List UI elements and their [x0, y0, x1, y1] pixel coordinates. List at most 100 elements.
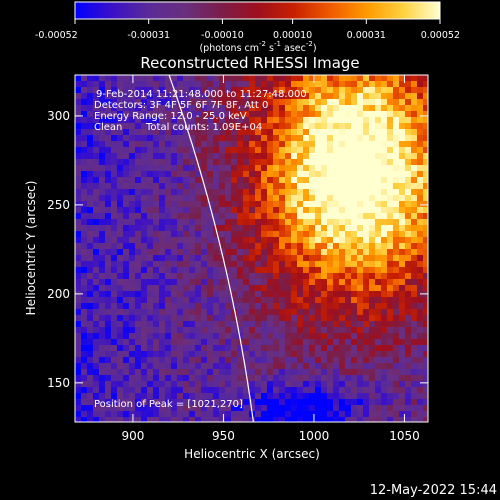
heatmap-cell	[267, 327, 274, 334]
heatmap-cell	[351, 375, 358, 382]
heatmap-cell	[285, 267, 292, 274]
heatmap-cell	[339, 333, 346, 340]
heatmap-cell	[411, 321, 418, 328]
heatmap-cell	[279, 387, 286, 394]
heatmap-cell	[177, 87, 184, 94]
heatmap-cell	[345, 393, 352, 400]
colorbar-label: (photons cm-2 s-1 asec-2)	[199, 40, 316, 54]
heatmap-cell	[189, 405, 196, 412]
heatmap-cell	[267, 207, 274, 214]
heatmap-cell	[243, 405, 250, 412]
heatmap-cell	[363, 189, 370, 196]
heatmap-cell	[321, 117, 328, 124]
heatmap-cell	[297, 219, 304, 226]
heatmap-cell	[393, 267, 400, 274]
y-axis-label: Heliocentric Y (arcsec)	[24, 181, 38, 316]
heatmap-cell	[141, 393, 148, 400]
heatmap-cell	[219, 399, 226, 406]
heatmap-cell	[339, 189, 346, 196]
heatmap-cell	[99, 399, 106, 406]
heatmap-cell	[207, 393, 214, 400]
heatmap-cell	[351, 135, 358, 142]
heatmap-cell	[393, 81, 400, 88]
heatmap-cell	[219, 171, 226, 178]
heatmap-cell	[297, 207, 304, 214]
heatmap-cell	[279, 183, 286, 190]
heatmap-cell	[399, 111, 406, 118]
heatmap-cell	[93, 291, 100, 298]
heatmap-cell	[273, 75, 280, 82]
heatmap-cell	[357, 261, 364, 268]
heatmap-cell	[189, 195, 196, 202]
heatmap-cell	[177, 321, 184, 328]
heatmap-cell	[363, 393, 370, 400]
heatmap-cell	[363, 219, 370, 226]
heatmap-cell	[369, 255, 376, 262]
heatmap-cell	[375, 285, 382, 292]
heatmap-cell	[75, 255, 82, 262]
heatmap-cell	[135, 231, 142, 238]
heatmap-cell	[363, 165, 370, 172]
heatmap-cell	[357, 381, 364, 388]
heatmap-cell	[93, 357, 100, 364]
heatmap-cell	[75, 261, 82, 268]
heatmap-cell	[111, 261, 118, 268]
heatmap-cell	[399, 279, 406, 286]
heatmap-cell	[261, 243, 268, 250]
heatmap-cell	[405, 405, 412, 412]
heatmap-cell	[423, 159, 428, 166]
heatmap-cell	[153, 243, 160, 250]
heatmap-cell	[135, 399, 142, 406]
heatmap-cell	[141, 363, 148, 370]
heatmap-cell	[405, 153, 412, 160]
heatmap-cell	[339, 165, 346, 172]
heatmap-cell	[345, 231, 352, 238]
heatmap-cell	[225, 405, 232, 412]
heatmap-cell	[243, 237, 250, 244]
heatmap-cell	[345, 297, 352, 304]
heatmap-cell	[297, 375, 304, 382]
heatmap-cell	[297, 297, 304, 304]
heatmap-cell	[405, 381, 412, 388]
heatmap-cell	[135, 243, 142, 250]
heatmap-cell	[351, 411, 358, 418]
heatmap-cell	[225, 303, 232, 310]
heatmap-cell	[339, 231, 346, 238]
heatmap-cell	[147, 255, 154, 262]
heatmap-cell	[405, 243, 412, 250]
heatmap-cell	[189, 399, 196, 406]
heatmap-cell	[213, 249, 220, 256]
heatmap-cell	[75, 297, 82, 304]
heatmap-cell	[75, 99, 82, 106]
heatmap-cell	[201, 267, 208, 274]
heatmap-cell	[87, 153, 94, 160]
heatmap-cell	[141, 243, 148, 250]
heatmap-cell	[291, 303, 298, 310]
heatmap-cell	[165, 255, 172, 262]
heatmap-cell	[285, 123, 292, 130]
heatmap-cell	[147, 243, 154, 250]
heatmap-cell	[87, 357, 94, 364]
heatmap-cell	[297, 201, 304, 208]
heatmap-cell	[381, 309, 388, 316]
heatmap-cell	[189, 357, 196, 364]
heatmap-cell	[111, 225, 118, 232]
heatmap-cell	[339, 363, 346, 370]
heatmap-cell	[147, 345, 154, 352]
heatmap-cell	[285, 261, 292, 268]
heatmap-cell	[237, 231, 244, 238]
heatmap-cell	[279, 105, 286, 112]
heatmap-cell	[321, 225, 328, 232]
heatmap-cell	[99, 327, 106, 334]
heatmap-cell	[255, 249, 262, 256]
heatmap-cell	[189, 81, 196, 88]
heatmap-cell	[339, 279, 346, 286]
heatmap-cell	[345, 153, 352, 160]
heatmap-cell	[255, 405, 262, 412]
heatmap-cell	[189, 219, 196, 226]
heatmap-cell	[111, 219, 118, 226]
heatmap-cell	[93, 225, 100, 232]
heatmap-cell	[147, 201, 154, 208]
heatmap-cell	[393, 411, 400, 418]
heatmap-cell	[81, 339, 88, 346]
